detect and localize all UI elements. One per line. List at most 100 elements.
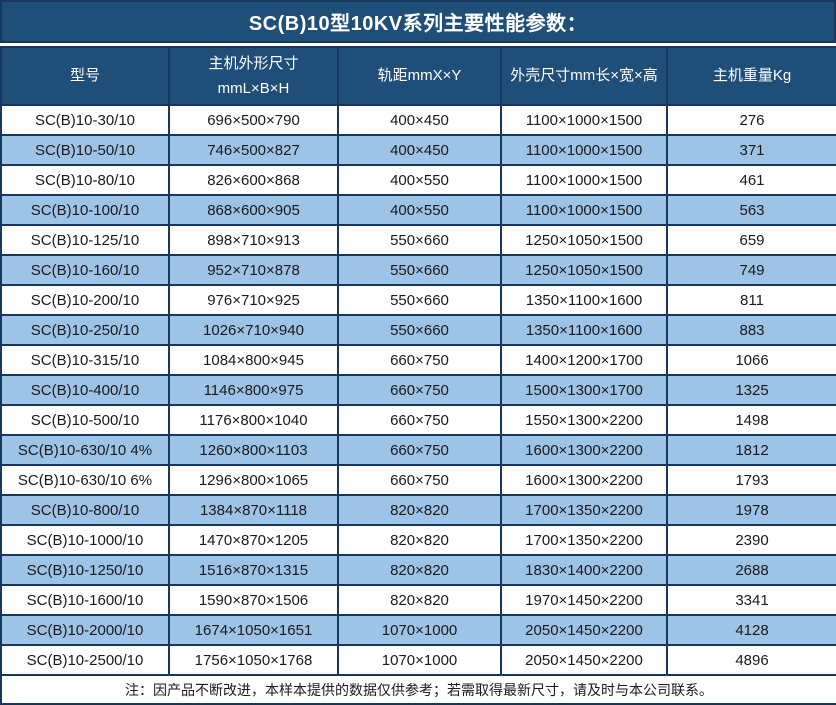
table-cell: 2688 [666, 554, 836, 586]
table-cell: 1700×1350×2200 [500, 494, 668, 526]
table-cell: 1830×1400×2200 [500, 554, 668, 586]
table-cell: SC(B)10-80/10 [0, 164, 170, 196]
table-row: SC(B)10-400/10 1146×800×975 660×750 1500×13… [0, 374, 836, 406]
table-cell: 1978 [666, 494, 836, 526]
table-row: SC(B)10-630/10 6% 1296×800×1065 660×750 160… [0, 464, 836, 496]
table-cell: 1400×1200×1700 [500, 344, 668, 376]
table-cell: 1756×1050×1768 [168, 644, 339, 676]
column-header-model: 型号 [0, 46, 170, 106]
table-cell: 3341 [666, 584, 836, 616]
table-cell: 276 [666, 104, 836, 136]
table-cell: 1100×1000×1500 [500, 104, 668, 136]
table-cell: SC(B)10-2000/10 [0, 614, 170, 646]
table-cell: 820×820 [337, 494, 502, 526]
table-cell: 1100×1000×1500 [500, 134, 668, 166]
table-cell: 826×600×868 [168, 164, 339, 196]
table-cell: 1250×1050×1500 [500, 254, 668, 286]
table-cell: 1500×1300×1700 [500, 374, 668, 406]
table-cell: 696×500×790 [168, 104, 339, 136]
table-cell: 1674×1050×1651 [168, 614, 339, 646]
table-cell: 1100×1000×1500 [500, 164, 668, 196]
table-row: SC(B)10-200/10 976×710×925 550×660 1350×110… [0, 284, 836, 316]
table-cell: 976×710×925 [168, 284, 339, 316]
table-cell: 1250×1050×1500 [500, 224, 668, 256]
table-row: SC(B)10-2500/10 1756×1050×1768 1070×1000 20… [0, 644, 836, 676]
table-body: SC(B)10-30/10 696×500×790 400×450 1100×1000… [0, 104, 836, 676]
table-cell: 883 [666, 314, 836, 346]
table-row: SC(B)10-1250/10 1516×870×1315 820×820 1830×… [0, 554, 836, 586]
table-cell: 1498 [666, 404, 836, 436]
table-row: SC(B)10-100/10 868×600×905 400×550 1100×100… [0, 194, 836, 226]
table-cell: 1700×1350×2200 [500, 524, 668, 556]
column-header-rail-gauge: 轨距mmX×Y [337, 46, 502, 106]
table-cell: 1384×870×1118 [168, 494, 339, 526]
table-cell: 1084×800×945 [168, 344, 339, 376]
table-cell: 749 [666, 254, 836, 286]
table-cell: SC(B)10-630/10 6% [0, 464, 170, 496]
table-row: SC(B)10-125/10 898×710×913 550×660 1250×105… [0, 224, 836, 256]
table-title: SC(B)10型10KV系列主要性能参数： [248, 13, 588, 35]
table-cell: 2390 [666, 524, 836, 556]
table-cell: 550×660 [337, 254, 502, 286]
table-row: SC(B)10-80/10 826×600×868 400×550 1100×1000… [0, 164, 836, 196]
table-cell: SC(B)10-160/10 [0, 254, 170, 286]
table-cell: 1550×1300×2200 [500, 404, 668, 436]
table-cell: SC(B)10-800/10 [0, 494, 170, 526]
table-cell: 461 [666, 164, 836, 196]
table-cell: SC(B)10-125/10 [0, 224, 170, 256]
table-cell: 1350×1100×1600 [500, 284, 668, 316]
table-row: SC(B)10-2000/10 1674×1050×1651 1070×1000 20… [0, 614, 836, 646]
table-row: SC(B)10-800/10 1384×870×1118 820×820 1700×1… [0, 494, 836, 526]
table-cell: 660×750 [337, 344, 502, 376]
table-cell: 660×750 [337, 464, 502, 496]
table-cell: SC(B)10-1600/10 [0, 584, 170, 616]
table-cell: SC(B)10-100/10 [0, 194, 170, 226]
table-cell: 1793 [666, 464, 836, 496]
table-row: SC(B)10-30/10 696×500×790 400×450 1100×1000… [0, 104, 836, 136]
table-cell: 746×500×827 [168, 134, 339, 166]
spec-table: 型号 主机外形尺寸 mmL×B×H 轨距mmX×Y 外壳尺寸mm长×宽×高 主机… [0, 46, 836, 705]
table-cell: SC(B)10-30/10 [0, 104, 170, 136]
table-row: SC(B)10-630/10 4% 1260×800×1103 660×750 160… [0, 434, 836, 466]
table-cell: 660×750 [337, 434, 502, 466]
table-cell: SC(B)10-50/10 [0, 134, 170, 166]
table-cell: 400×550 [337, 164, 502, 196]
table-cell: 660×750 [337, 374, 502, 406]
table-row: SC(B)10-1600/10 1590×870×1506 820×820 1970×… [0, 584, 836, 616]
table-cell: SC(B)10-500/10 [0, 404, 170, 436]
table-cell: 820×820 [337, 554, 502, 586]
table-cell: 1260×800×1103 [168, 434, 339, 466]
table-note: 注：因产品不断改进，本样本提供的数据仅供参考；若需取得最新尺寸，请及时与本公司联… [0, 674, 836, 705]
table-cell: SC(B)10-630/10 4% [0, 434, 170, 466]
table-row: SC(B)10-160/10 952×710×878 550×660 1250×105… [0, 254, 836, 286]
table-cell: 952×710×878 [168, 254, 339, 286]
table-cell: 811 [666, 284, 836, 316]
table-cell: 820×820 [337, 584, 502, 616]
table-cell: 1146×800×975 [168, 374, 339, 406]
table-cell: 371 [666, 134, 836, 166]
table-cell: 400×450 [337, 134, 502, 166]
table-cell: 2050×1450×2200 [500, 644, 668, 676]
table-cell: 1590×870×1506 [168, 584, 339, 616]
header-row: 型号 主机外形尺寸 mmL×B×H 轨距mmX×Y 外壳尺寸mm长×宽×高 主机… [0, 46, 836, 106]
table-cell: 400×550 [337, 194, 502, 226]
table-row: SC(B)10-1000/10 1470×870×1205 820×820 1700×… [0, 524, 836, 556]
table-title-bar: SC(B)10型10KV系列主要性能参数： [0, 0, 836, 43]
table-cell: 1470×870×1205 [168, 524, 339, 556]
note-row: 注：因产品不断改进，本样本提供的数据仅供参考；若需取得最新尺寸，请及时与本公司联… [0, 674, 836, 705]
table-cell: SC(B)10-315/10 [0, 344, 170, 376]
table-cell: 1970×1450×2200 [500, 584, 668, 616]
table-cell: 550×660 [337, 224, 502, 256]
table-cell: 2050×1450×2200 [500, 614, 668, 646]
table-cell: 1070×1000 [337, 614, 502, 646]
table-row: SC(B)10-500/10 1176×800×1040 660×750 1550×1… [0, 404, 836, 436]
table-cell: 660×750 [337, 404, 502, 436]
table-cell: 1812 [666, 434, 836, 466]
table-cell: 1026×710×940 [168, 314, 339, 346]
table-cell: 1350×1100×1600 [500, 314, 668, 346]
table-cell: 563 [666, 194, 836, 226]
column-header-shell-size: 外壳尺寸mm长×宽×高 [500, 46, 668, 106]
table-cell: 898×710×913 [168, 224, 339, 256]
table-cell: 820×820 [337, 524, 502, 556]
